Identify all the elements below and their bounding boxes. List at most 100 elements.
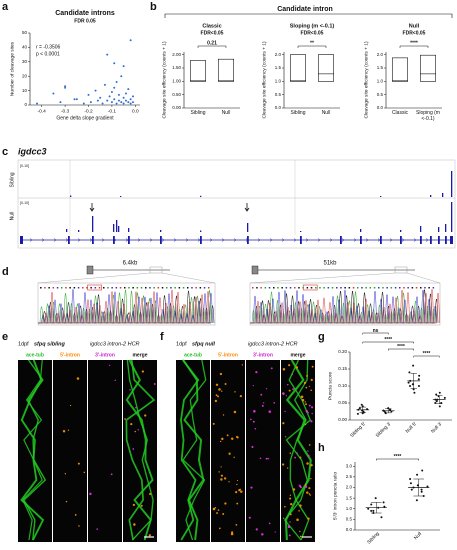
chart-title: Classic [202, 23, 221, 29]
y-tick-label: 30 [22, 59, 28, 64]
base-tick [264, 287, 267, 289]
strand [437, 238, 441, 242]
puncta [307, 517, 310, 520]
puncta [65, 500, 68, 503]
x-tick-label: -0.1 [108, 108, 117, 114]
point [438, 391, 441, 394]
puncta [228, 452, 231, 455]
puncta [285, 395, 287, 397]
puncta [78, 525, 80, 527]
base-tick [119, 287, 122, 289]
puncta [299, 530, 301, 533]
y-tick-label: 1.0 [346, 506, 353, 511]
puncta [284, 410, 286, 413]
point [129, 39, 132, 42]
base-tick [306, 287, 309, 289]
point [122, 102, 125, 105]
gene-title: igdcc3 [18, 146, 47, 156]
strand [329, 238, 333, 242]
puncta [212, 422, 215, 425]
puncta [218, 471, 220, 473]
base-tick [424, 287, 426, 289]
puncta [134, 430, 137, 433]
base-tick [369, 287, 372, 289]
base-tick [153, 287, 155, 289]
strand [245, 238, 249, 242]
puncta [251, 445, 254, 448]
puncta [218, 388, 221, 391]
stage: 1dpf [176, 341, 187, 347]
x-tick-label: -0.4 [38, 108, 47, 114]
annotation: r = -0.3506 [36, 44, 61, 50]
axon [125, 359, 156, 541]
coverage [442, 193, 444, 197]
coverage [380, 196, 382, 197]
puncta [292, 488, 296, 491]
strand [185, 238, 189, 242]
exon [445, 236, 447, 244]
puncta [287, 383, 289, 386]
y-axis-label: Cleavage site efficiency (counts + 1) [161, 41, 167, 119]
base-tick [344, 287, 346, 289]
sig-bracket [399, 45, 429, 48]
base-tick [327, 287, 330, 289]
puncta [221, 390, 223, 392]
strand [317, 238, 321, 242]
puncta [291, 373, 294, 376]
puncta [83, 471, 86, 474]
puncta [220, 474, 224, 477]
point [410, 488, 413, 491]
base-tick [132, 287, 134, 289]
point [370, 503, 373, 506]
coverage [300, 231, 302, 232]
point [415, 499, 418, 502]
coverage [66, 229, 68, 232]
x-tick-label: Null [413, 531, 423, 541]
point [435, 393, 438, 396]
base-tick [348, 287, 351, 289]
zoom-box [394, 266, 408, 274]
puncta [289, 521, 291, 523]
exon [128, 236, 130, 244]
puncta [274, 531, 276, 533]
puncta [236, 436, 239, 439]
point [122, 96, 125, 99]
point [120, 75, 123, 78]
y-tick-label: 0.00 [172, 105, 181, 110]
probe: igdcc3 intron-2 HCR [90, 341, 140, 347]
puncta [305, 386, 308, 389]
base-tick [166, 287, 168, 289]
point [115, 102, 118, 105]
base-tick [203, 287, 206, 289]
base-tick [386, 287, 388, 289]
base-tick [289, 287, 292, 289]
puncta [238, 489, 241, 492]
y-tick-label: 0.05 [338, 400, 347, 405]
base-tick [187, 287, 189, 289]
image [281, 360, 315, 542]
coverage [118, 226, 120, 232]
puncta [265, 457, 268, 460]
base-tick [107, 287, 109, 289]
strand [341, 238, 345, 242]
sig-label: **** [384, 337, 392, 343]
point [108, 95, 111, 98]
image [246, 360, 280, 542]
exon [92, 236, 94, 244]
point [407, 381, 410, 384]
base-tick [373, 287, 376, 289]
point [412, 364, 415, 367]
y-tick-label: 50 [22, 30, 28, 35]
point [127, 101, 130, 104]
point [87, 93, 90, 96]
exon [68, 236, 70, 244]
puncta [222, 414, 225, 416]
base-tick [428, 287, 430, 289]
y-tick-label: 3.0 [346, 463, 353, 468]
puncta [304, 423, 307, 426]
point [113, 62, 116, 65]
y-tick-label: 10 [22, 88, 28, 93]
base-tick [140, 287, 143, 289]
strand [365, 238, 369, 242]
coverage [420, 226, 422, 232]
